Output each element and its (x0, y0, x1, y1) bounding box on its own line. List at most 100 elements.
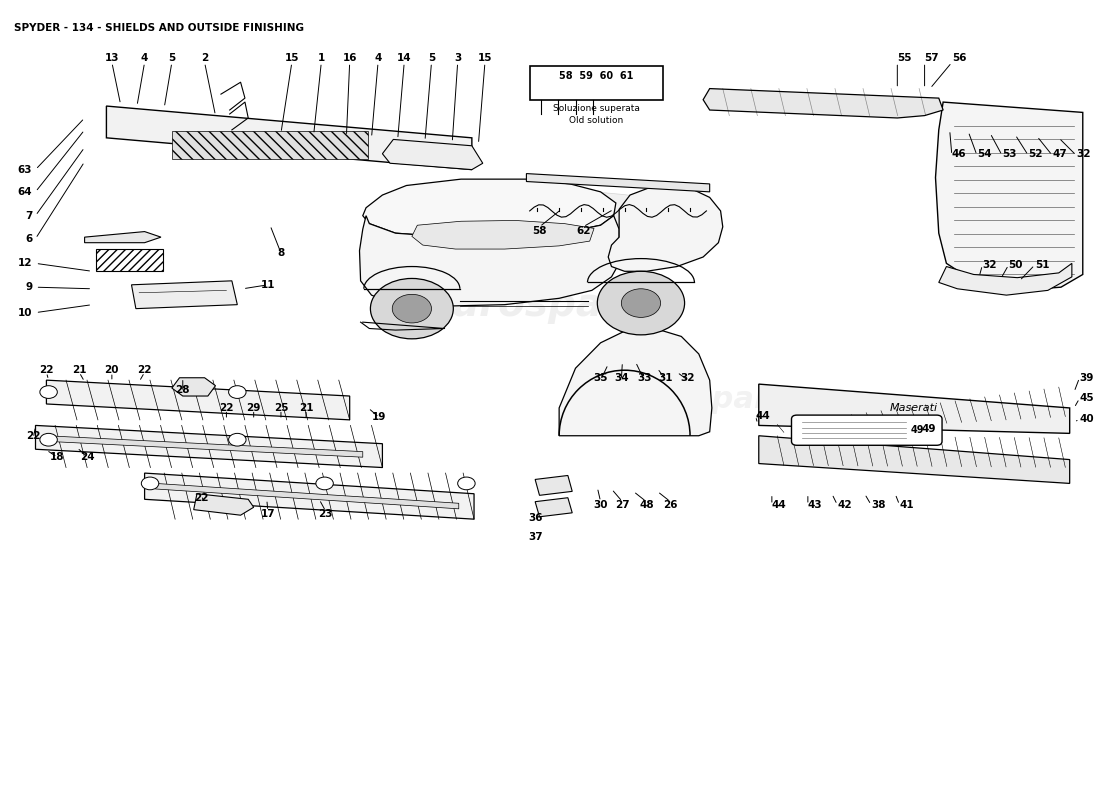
Polygon shape (703, 89, 943, 118)
Text: 32: 32 (982, 260, 997, 270)
Text: 39: 39 (1079, 373, 1093, 382)
Circle shape (229, 434, 246, 446)
Polygon shape (938, 263, 1071, 295)
Polygon shape (935, 102, 1082, 290)
Text: 33: 33 (637, 373, 651, 382)
Polygon shape (535, 498, 572, 517)
Text: 5: 5 (428, 54, 436, 63)
Polygon shape (155, 483, 459, 509)
Text: 51: 51 (1035, 260, 1049, 270)
Bar (172, 131, 368, 159)
Text: 57: 57 (925, 54, 939, 63)
Text: SPYDER - 134 - SHIELDS AND OUTSIDE FINISHING: SPYDER - 134 - SHIELDS AND OUTSIDE FINIS… (13, 22, 304, 33)
Text: 15: 15 (285, 54, 299, 63)
Text: Soluzione superata: Soluzione superata (553, 105, 640, 114)
Text: 49: 49 (910, 425, 924, 435)
Polygon shape (85, 231, 161, 242)
Text: 55: 55 (898, 54, 912, 63)
Text: eurospares: eurospares (616, 386, 808, 414)
Bar (96, 249, 163, 271)
Text: 22: 22 (138, 365, 152, 375)
Text: 64: 64 (18, 187, 32, 197)
Text: 20: 20 (104, 365, 119, 375)
Text: 46: 46 (952, 149, 967, 158)
Circle shape (371, 278, 453, 339)
Text: 12: 12 (18, 258, 32, 268)
Polygon shape (46, 380, 350, 420)
Text: 47: 47 (1053, 149, 1067, 158)
Text: 18: 18 (51, 452, 65, 462)
Text: Maserati: Maserati (890, 403, 937, 413)
Text: 29: 29 (246, 403, 261, 413)
Text: 22: 22 (219, 403, 233, 413)
Text: 44: 44 (772, 500, 786, 510)
Text: 3: 3 (454, 54, 461, 63)
Text: 32: 32 (681, 373, 695, 382)
Text: 54: 54 (977, 149, 991, 158)
Polygon shape (559, 329, 712, 436)
Text: 49: 49 (922, 424, 936, 434)
Polygon shape (132, 281, 238, 309)
Text: 28: 28 (176, 386, 190, 395)
Text: 22: 22 (194, 493, 209, 502)
Text: 16: 16 (342, 54, 356, 63)
Text: 4: 4 (141, 54, 149, 63)
Polygon shape (759, 436, 1069, 483)
Text: eurospares: eurospares (426, 286, 671, 324)
Text: 34: 34 (614, 373, 628, 382)
Text: 30: 30 (593, 500, 608, 510)
Text: 17: 17 (261, 509, 275, 518)
Polygon shape (383, 139, 483, 170)
Polygon shape (363, 179, 616, 236)
Circle shape (316, 477, 333, 490)
Text: 43: 43 (807, 500, 823, 510)
Text: 4: 4 (374, 54, 382, 63)
Text: 32: 32 (1076, 149, 1091, 158)
Text: 15: 15 (477, 54, 492, 63)
Text: 40: 40 (1079, 414, 1094, 424)
Text: 63: 63 (18, 165, 32, 174)
Bar (530, 66, 663, 100)
Text: 48: 48 (639, 500, 653, 510)
Text: 2: 2 (201, 54, 208, 63)
Polygon shape (759, 384, 1069, 434)
Polygon shape (107, 106, 472, 170)
Polygon shape (35, 426, 383, 467)
Polygon shape (535, 475, 572, 495)
Polygon shape (194, 494, 254, 515)
Text: Old solution: Old solution (569, 115, 624, 125)
Text: 8: 8 (277, 248, 285, 258)
Text: 58: 58 (532, 226, 547, 236)
Circle shape (40, 386, 57, 398)
Text: 53: 53 (1002, 149, 1016, 158)
Text: 27: 27 (615, 500, 629, 510)
Text: 5: 5 (168, 54, 176, 63)
Text: 14: 14 (397, 54, 411, 63)
Text: 25: 25 (274, 403, 288, 413)
Text: 44: 44 (756, 411, 770, 421)
Text: 10: 10 (18, 308, 32, 318)
Polygon shape (411, 221, 594, 249)
Text: 35: 35 (593, 373, 608, 382)
Text: 31: 31 (659, 373, 673, 382)
Text: 38: 38 (871, 500, 886, 510)
Text: 41: 41 (900, 500, 914, 510)
Ellipse shape (402, 190, 673, 229)
Circle shape (393, 294, 431, 323)
Polygon shape (608, 186, 723, 271)
Text: 22: 22 (40, 365, 54, 375)
Text: 42: 42 (837, 500, 851, 510)
Text: 6: 6 (25, 234, 32, 244)
Text: 58  59  60  61: 58 59 60 61 (559, 70, 634, 81)
Text: 22: 22 (26, 430, 41, 441)
Text: 13: 13 (104, 54, 119, 63)
Text: 19: 19 (372, 413, 386, 422)
Circle shape (597, 271, 684, 335)
Circle shape (229, 386, 246, 398)
FancyBboxPatch shape (792, 415, 942, 446)
Text: 1: 1 (318, 54, 324, 63)
Text: 56: 56 (952, 54, 967, 63)
Text: 50: 50 (1009, 260, 1023, 270)
Text: 26: 26 (663, 500, 678, 510)
Polygon shape (46, 436, 363, 457)
